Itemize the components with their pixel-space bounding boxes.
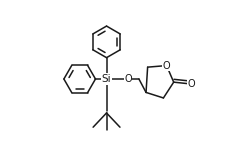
Text: O: O: [162, 61, 170, 71]
Text: Si: Si: [101, 74, 111, 84]
Text: O: O: [187, 79, 194, 89]
Text: O: O: [124, 74, 131, 84]
